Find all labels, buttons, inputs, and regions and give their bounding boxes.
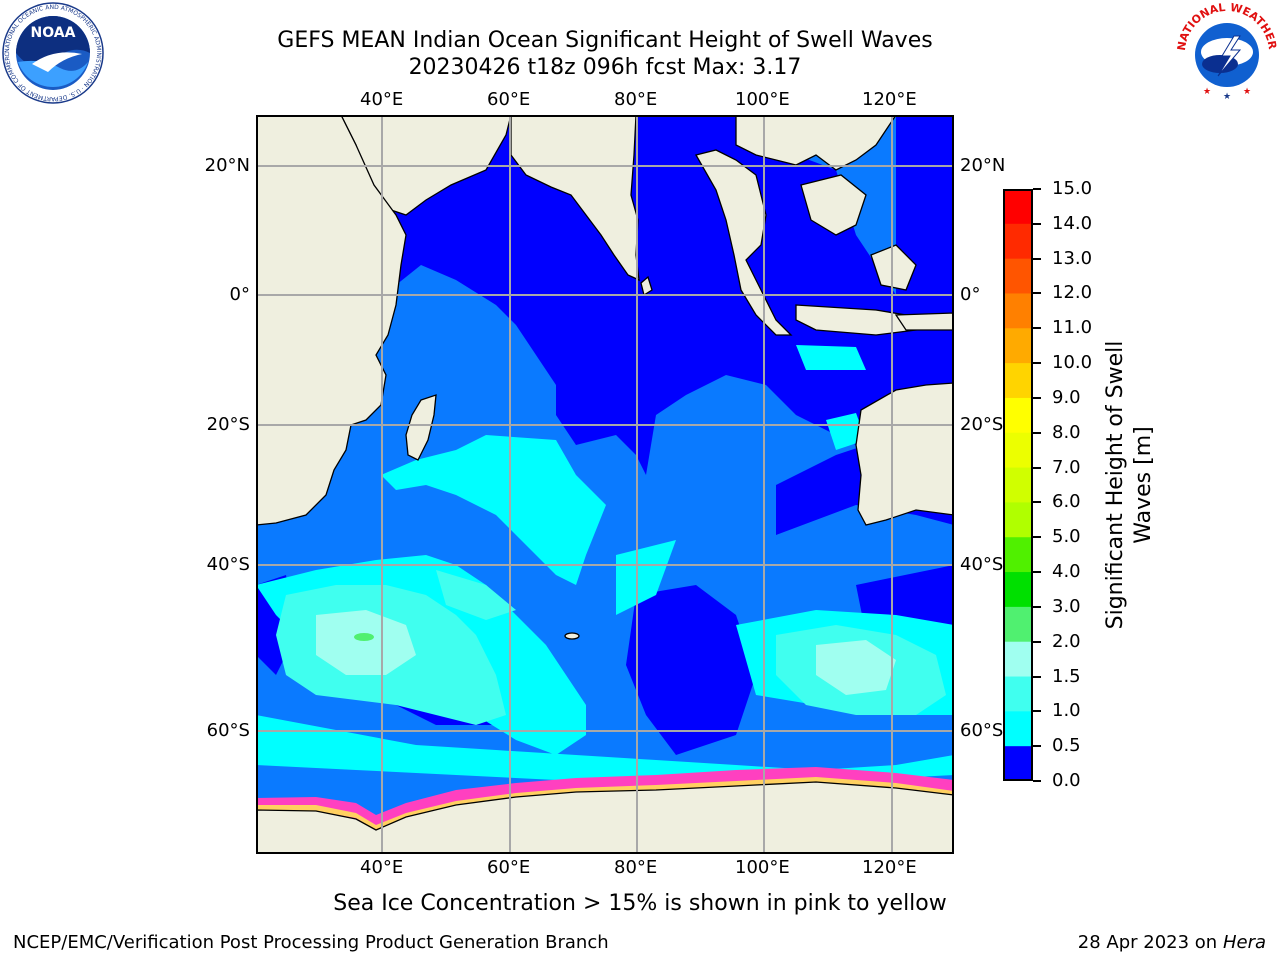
colorbar-tick-label: 7.0 bbox=[1052, 456, 1081, 478]
lat-label-left-0: 0° bbox=[229, 284, 250, 305]
colorbar-cell bbox=[1003, 397, 1033, 434]
colorbar-cell bbox=[1003, 189, 1033, 225]
svg-text:★: ★ bbox=[1223, 92, 1231, 102]
footer-branch: NCEP/EMC/Verification Post Processing Pr… bbox=[13, 932, 609, 953]
lon-label-bottom-120e: 120°E bbox=[862, 857, 917, 878]
svg-text:★: ★ bbox=[1203, 87, 1211, 97]
colorbar-tick-label: 1.5 bbox=[1052, 665, 1081, 687]
colorbar-tick-label: 13.0 bbox=[1052, 247, 1093, 269]
lon-label-bottom-60e: 60°E bbox=[487, 857, 531, 878]
land-masses bbox=[256, 115, 954, 854]
sea-ice-inner bbox=[256, 777, 954, 830]
colorbar-cell bbox=[1003, 676, 1033, 712]
graticule bbox=[256, 115, 954, 854]
colorbar-tick-mark bbox=[1033, 745, 1041, 748]
colorbar-tick-mark bbox=[1033, 710, 1041, 713]
colorbar-cell bbox=[1003, 258, 1033, 294]
colorbar-tick-mark bbox=[1033, 431, 1041, 434]
colorbar-tick-label: 3.0 bbox=[1052, 595, 1081, 617]
colorbar-tick-mark bbox=[1033, 327, 1041, 330]
colorbar-tick-mark bbox=[1033, 536, 1041, 539]
lat-label-left-20n: 20°N bbox=[204, 155, 250, 176]
map-frame bbox=[256, 115, 954, 854]
footer-host: Hera bbox=[1222, 932, 1266, 953]
colorbar-tick-label: 10.0 bbox=[1052, 352, 1093, 374]
colorbar-cell bbox=[1003, 606, 1033, 643]
swell-height-map bbox=[256, 115, 954, 854]
footer-date-text: 28 Apr 2023 on bbox=[1077, 932, 1223, 953]
lat-label-left-20s: 20°S bbox=[206, 414, 250, 435]
colorbar-tick-mark bbox=[1033, 780, 1041, 782]
chart-subtitle: 20230426 t18z 096h fcst Max: 3.17 bbox=[408, 55, 802, 80]
colorbar-tick-mark bbox=[1033, 362, 1041, 365]
colorbar-tick-label: 0.5 bbox=[1052, 735, 1081, 757]
lat-label-right-0: 0° bbox=[960, 284, 981, 305]
lon-label-bottom-100e: 100°E bbox=[735, 857, 790, 878]
colorbar-tick-mark bbox=[1033, 571, 1041, 574]
colorbar-tick-mark bbox=[1033, 188, 1041, 190]
colorbar-cell bbox=[1003, 467, 1033, 503]
colorbar-cell bbox=[1003, 432, 1033, 469]
colorbar-tick-mark bbox=[1033, 605, 1041, 608]
colorbar-cell bbox=[1003, 328, 1033, 364]
colorbar-tick-label: 0.0 bbox=[1052, 770, 1081, 791]
lat-label-left-40s: 40°S bbox=[206, 554, 250, 575]
colorbar-tick-mark bbox=[1033, 675, 1041, 678]
colorbar-label-line2: Waves [m] bbox=[1131, 426, 1156, 544]
sea-ice-caption: Sea Ice Concentration > 15% is shown in … bbox=[333, 891, 947, 916]
colorbar-tick-label: 12.0 bbox=[1052, 282, 1093, 304]
colorbar-tick-mark bbox=[1033, 396, 1041, 399]
lat-label-right-60s: 60°S bbox=[960, 720, 1004, 741]
colorbar-cell bbox=[1003, 502, 1033, 538]
colorbar-tick-label: 14.0 bbox=[1052, 212, 1093, 234]
chart-title: GEFS MEAN Indian Ocean Significant Heigh… bbox=[277, 28, 933, 53]
lon-label-top-40e: 40°E bbox=[360, 89, 404, 110]
colorbar-tick-label: 9.0 bbox=[1052, 386, 1081, 408]
colorbar-tick-mark bbox=[1033, 257, 1041, 260]
colorbar-cell bbox=[1003, 746, 1033, 781]
colorbar-cell bbox=[1003, 711, 1033, 747]
colorbar-tick-label: 1.0 bbox=[1052, 700, 1081, 722]
colorbar-tick-mark bbox=[1033, 466, 1041, 469]
colorbar-tick-mark bbox=[1033, 501, 1041, 504]
lat-label-right-40s: 40°S bbox=[960, 554, 1004, 575]
colorbar-cell bbox=[1003, 641, 1033, 678]
colorbar-tick-label: 6.0 bbox=[1052, 491, 1081, 513]
colorbar-cell bbox=[1003, 537, 1033, 573]
lat-label-left-60s: 60°S bbox=[206, 720, 250, 741]
lat-label-right-20n: 20°N bbox=[960, 155, 1006, 176]
colorbar-cell bbox=[1003, 572, 1033, 608]
colorbar-tick-label: 8.0 bbox=[1052, 421, 1081, 443]
colorbar-tick-mark bbox=[1033, 222, 1041, 225]
colorbar-tick-label: 15.0 bbox=[1052, 178, 1093, 199]
noaa-logo-text: NOAA bbox=[31, 25, 76, 41]
lon-label-top-60e: 60°E bbox=[487, 89, 531, 110]
colorbar-tick-label: 11.0 bbox=[1052, 317, 1093, 339]
colorbar-label: Significant Height of Swell Waves [m] bbox=[1102, 330, 1162, 640]
footer-date: 28 Apr 2023 on Hera bbox=[1078, 932, 1266, 954]
noaa-logo: NATIONAL OCEANIC AND ATMOSPHERIC ADMINIS… bbox=[2, 2, 104, 104]
colorbar-cell bbox=[1003, 363, 1033, 399]
colorbar-tick-mark bbox=[1033, 640, 1041, 643]
nws-logo: NATIONAL WEATHER SERVICE ★ ★ ★ bbox=[1176, 2, 1278, 102]
colorbar bbox=[1003, 189, 1033, 781]
swell-band-2.0-3.0 bbox=[316, 610, 896, 695]
colorbar-label-line1: Significant Height of Swell bbox=[1103, 340, 1128, 630]
lat-label-right-20s: 20°S bbox=[960, 414, 1004, 435]
colorbar-tick-label: 4.0 bbox=[1052, 561, 1081, 583]
lon-label-bottom-40e: 40°E bbox=[360, 857, 404, 878]
colorbar-tick-mark bbox=[1033, 292, 1041, 295]
colorbar-cell bbox=[1003, 223, 1033, 260]
colorbar-tick-label: 2.0 bbox=[1052, 630, 1081, 652]
swell-band-3.0-4.0 bbox=[354, 633, 374, 641]
colorbar-cell bbox=[1003, 293, 1033, 329]
svg-text:★: ★ bbox=[1243, 87, 1251, 97]
lon-label-top-80e: 80°E bbox=[614, 89, 658, 110]
lon-label-top-120e: 120°E bbox=[862, 89, 917, 110]
lon-label-bottom-80e: 80°E bbox=[614, 857, 658, 878]
lon-label-top-100e: 100°E bbox=[735, 89, 790, 110]
colorbar-tick-label: 5.0 bbox=[1052, 526, 1081, 548]
